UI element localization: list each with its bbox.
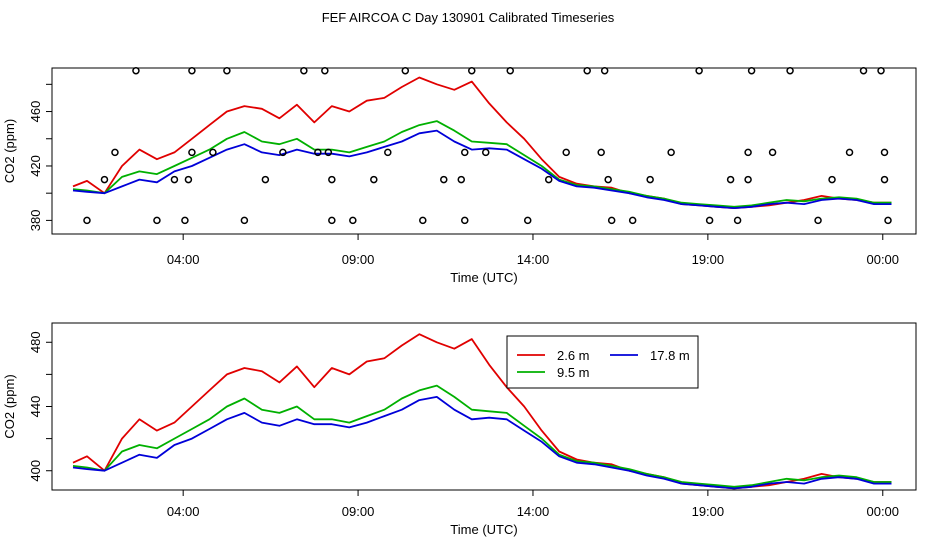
data-point-marker bbox=[880, 175, 889, 184]
plot-frame bbox=[51, 67, 917, 235]
data-point-marker bbox=[880, 148, 889, 157]
figure-title: FEF AIRCOA C Day 130901 Calibrated Times… bbox=[322, 10, 615, 25]
data-point-marker bbox=[223, 66, 231, 75]
data-point-marker bbox=[859, 66, 868, 75]
data-point-marker bbox=[188, 66, 196, 75]
data-point-marker bbox=[628, 216, 637, 225]
data-point-marker bbox=[370, 175, 378, 184]
plot-frame bbox=[51, 322, 917, 491]
y-tick-label: 440 bbox=[28, 396, 43, 418]
legend-label: 2.6 m bbox=[557, 348, 590, 363]
y-tick-label: 400 bbox=[28, 460, 43, 482]
data-point-marker bbox=[744, 148, 752, 157]
data-point-marker bbox=[845, 148, 854, 157]
data-point-marker bbox=[170, 175, 179, 184]
data-point-marker bbox=[349, 216, 357, 225]
data-point-marker bbox=[604, 175, 612, 184]
data-point-marker bbox=[321, 66, 329, 75]
data-point-marker bbox=[132, 66, 140, 75]
series-line-17-8-m bbox=[72, 396, 892, 490]
data-point-marker bbox=[153, 216, 161, 225]
data-point-marker bbox=[646, 175, 654, 184]
y-axis-title: CO2 (ppm) bbox=[2, 119, 17, 183]
data-point-marker bbox=[468, 66, 476, 75]
data-point-marker bbox=[877, 66, 885, 75]
data-point-marker bbox=[786, 66, 794, 75]
data-point-marker bbox=[188, 148, 196, 157]
y-tick-label: 420 bbox=[28, 155, 43, 177]
data-point-marker bbox=[461, 148, 469, 157]
data-point-marker bbox=[111, 148, 119, 157]
x-tick-label: 04:00 bbox=[167, 252, 200, 267]
data-point-marker bbox=[184, 175, 193, 184]
x-tick-label: 09:00 bbox=[342, 504, 375, 519]
data-point-marker bbox=[401, 66, 410, 75]
x-tick-label: 14:00 bbox=[517, 252, 550, 267]
data-point-marker bbox=[461, 216, 469, 225]
x-axis-title: Time (UTC) bbox=[450, 270, 517, 285]
data-point-marker bbox=[726, 175, 735, 184]
data-point-marker bbox=[209, 148, 217, 157]
data-point-marker bbox=[747, 66, 756, 75]
bottom-panel: 04:00 09:00 14:00 19:00 00:00 400 440 480 Time (… bbox=[2, 322, 917, 537]
legend-label: 17.8 m bbox=[650, 348, 690, 363]
x-tick-label: 04:00 bbox=[167, 504, 200, 519]
data-point-marker bbox=[705, 216, 714, 225]
data-point-marker bbox=[83, 216, 91, 225]
data-point-marker bbox=[744, 175, 752, 184]
data-point-marker bbox=[523, 216, 532, 225]
x-axis-title: Time (UTC) bbox=[450, 522, 517, 537]
legend-label: 9.5 m bbox=[557, 365, 590, 380]
series-line-17-8-m bbox=[72, 129, 892, 209]
x-tick-label: 19:00 bbox=[692, 252, 725, 267]
data-point-marker bbox=[667, 148, 675, 157]
data-point-marker bbox=[384, 148, 392, 157]
series-line-9-5-m bbox=[72, 120, 892, 208]
y-tick-label: 380 bbox=[28, 210, 43, 232]
data-point-marker bbox=[597, 148, 605, 157]
y-tick-label: 480 bbox=[28, 331, 43, 353]
data-point-marker bbox=[600, 66, 609, 75]
data-point-marker bbox=[828, 175, 836, 184]
y-axis-title: CO2 (ppm) bbox=[2, 374, 17, 438]
data-point-marker bbox=[419, 216, 427, 225]
data-point-marker bbox=[884, 216, 892, 225]
data-point-marker bbox=[240, 216, 249, 225]
x-tick-label: 14:00 bbox=[517, 504, 550, 519]
data-point-marker bbox=[328, 216, 336, 225]
top-panel: 04:00 09:00 14:00 19:00 00:00 380 420 460 Time (… bbox=[2, 66, 917, 285]
legend-box bbox=[506, 335, 699, 389]
data-point-marker bbox=[544, 175, 553, 184]
x-tick-label: 19:00 bbox=[692, 504, 725, 519]
y-tick-label: 460 bbox=[28, 101, 43, 123]
data-point-marker bbox=[583, 66, 591, 75]
x-tick-label: 09:00 bbox=[342, 252, 375, 267]
data-point-marker bbox=[314, 148, 322, 157]
data-point-marker bbox=[440, 175, 448, 184]
legend: 2.6 m 17.8 m 9.5 m bbox=[506, 335, 699, 389]
x-tick-label: 00:00 bbox=[866, 504, 899, 519]
data-point-marker bbox=[324, 148, 333, 157]
data-point-marker bbox=[481, 148, 490, 157]
data-point-marker bbox=[814, 216, 822, 225]
series-line-9-5-m bbox=[72, 384, 892, 488]
data-point-marker bbox=[181, 216, 189, 225]
x-tick-label: 00:00 bbox=[866, 252, 899, 267]
data-point-marker bbox=[768, 148, 777, 157]
data-point-marker bbox=[695, 66, 703, 75]
data-point-marker bbox=[300, 66, 308, 75]
data-point-marker bbox=[328, 175, 336, 184]
data-point-marker bbox=[261, 175, 270, 184]
data-point-marker bbox=[100, 175, 109, 184]
data-point-marker bbox=[457, 175, 466, 184]
data-point-marker bbox=[279, 148, 287, 157]
data-point-marker bbox=[607, 216, 616, 225]
data-point-marker bbox=[506, 66, 514, 75]
data-point-marker bbox=[562, 148, 570, 157]
data-point-marker bbox=[733, 216, 742, 225]
